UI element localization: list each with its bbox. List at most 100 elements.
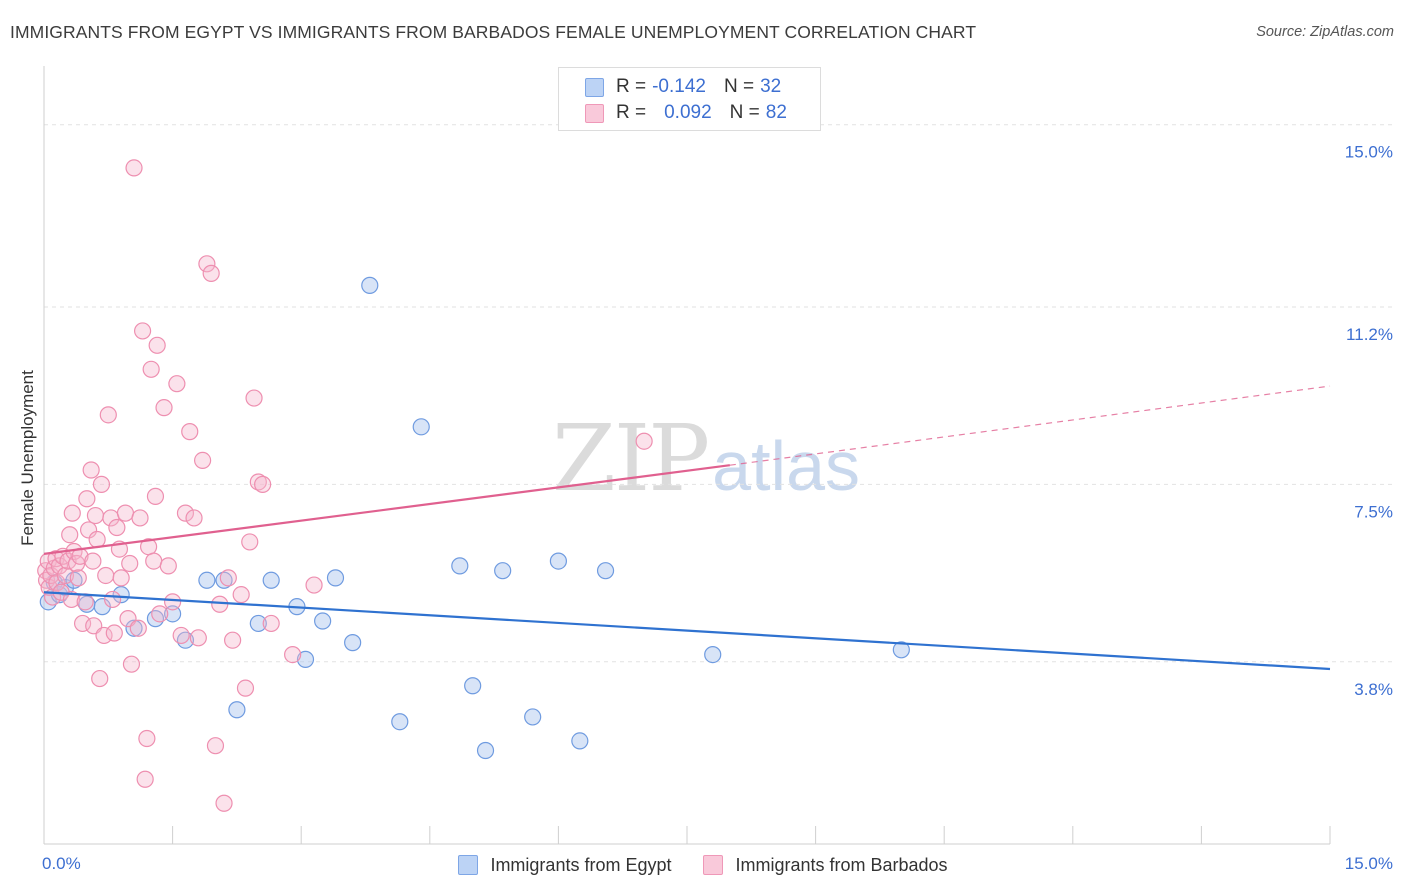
- barbados-point: [262, 614, 280, 633]
- barbados-point: [112, 569, 130, 587]
- egypt-point: [249, 614, 267, 633]
- barbados-swatch: [585, 103, 604, 123]
- barbados-point: [97, 566, 115, 585]
- egypt-point: [892, 641, 910, 659]
- barbados-point: [84, 552, 102, 570]
- egypt-point: [112, 586, 130, 604]
- barbados-point: [635, 432, 653, 450]
- egypt-point: [344, 634, 362, 652]
- egypt-point: [524, 708, 542, 726]
- barbados-point: [224, 631, 242, 649]
- chart-title: IMMIGRANTS FROM EGYPT VS IMMIGRANTS FROM…: [10, 22, 977, 42]
- watermark-zip: ZIP: [552, 405, 710, 512]
- axis-labels: 3.8% 7.5% 11.2% 15.0% 0.0% 15.0% Female Unempl…: [18, 143, 1393, 873]
- barbados-point: [129, 619, 147, 637]
- egypt-point: [198, 571, 216, 589]
- barbados-point: [142, 360, 160, 378]
- barbados-point: [103, 590, 122, 609]
- barbados-point: [168, 375, 186, 393]
- n-label: N =: [723, 76, 755, 97]
- n-label: N =: [729, 102, 760, 123]
- barbados-point: [78, 490, 96, 508]
- egypt-point: [464, 677, 482, 695]
- barbados-point: [148, 336, 166, 354]
- barbados-point: [181, 423, 199, 441]
- barbados-point: [189, 629, 207, 647]
- barbados-point: [69, 569, 87, 587]
- legend-item-egypt[interactable]: Immigrants from Egypt: [458, 855, 671, 876]
- egypt-point: [412, 418, 430, 436]
- r-label: R =: [616, 76, 647, 97]
- barbados-point: [185, 509, 203, 527]
- barbados-point: [138, 729, 156, 748]
- barbados-point: [76, 593, 94, 611]
- barbados-point: [136, 770, 154, 788]
- barbados-legend-label: Immigrants from Barbados: [735, 854, 948, 875]
- barbados-point: [176, 504, 195, 522]
- barbados-point: [62, 590, 81, 609]
- y-tick-label: 15.0%: [1345, 143, 1393, 162]
- egypt-point: [704, 645, 722, 664]
- barbados-point: [121, 554, 139, 573]
- y-tick-label: 7.5%: [1354, 502, 1393, 521]
- axes: [43, 66, 1331, 845]
- barbados-point: [56, 566, 75, 585]
- egypt-point: [571, 732, 589, 750]
- barbados-point: [73, 614, 92, 633]
- legend-row-egypt: R = -0.142 N = 32: [585, 75, 781, 99]
- egypt-point: [228, 701, 246, 719]
- barbados-point: [164, 593, 182, 611]
- barbados-point: [146, 487, 165, 505]
- barbados-point: [88, 530, 106, 549]
- y-tick-label: 3.8%: [1354, 680, 1393, 699]
- barbados-point: [92, 475, 111, 493]
- y-axis-title: Female Unemployment: [18, 370, 37, 546]
- barbados-point: [99, 406, 117, 424]
- barbados-point: [86, 506, 105, 525]
- egypt-legend-label: Immigrants from Egypt: [490, 854, 672, 875]
- barbados-point: [211, 595, 229, 613]
- barbados-point: [95, 626, 113, 645]
- barbados-point: [48, 574, 66, 592]
- egypt-point: [549, 552, 568, 570]
- barbados-point: [105, 624, 123, 642]
- egypt-point: [125, 619, 143, 637]
- barbados-point: [133, 322, 152, 340]
- grid-lines: [44, 124, 1394, 663]
- barbados-point: [159, 557, 177, 575]
- barbados-point: [241, 533, 259, 551]
- barbados-point: [219, 569, 237, 587]
- barbados-point: [172, 626, 190, 645]
- barbados-point: [122, 655, 141, 673]
- barbados-point: [151, 605, 169, 623]
- r-value-barbados: 0.092: [664, 102, 712, 123]
- barbados-point: [63, 504, 81, 522]
- barbados-point: [125, 159, 143, 177]
- barbados-point: [254, 475, 272, 493]
- egypt-point: [314, 612, 332, 630]
- watermark-atlas: atlas: [712, 427, 861, 505]
- egypt-point: [164, 605, 182, 623]
- egypt-point: [494, 562, 512, 580]
- barbados-point: [245, 389, 263, 407]
- egypt-point: [596, 562, 615, 580]
- y-tick-label: 11.2%: [1346, 325, 1393, 344]
- barbados-point: [116, 504, 135, 522]
- barbados-point: [194, 451, 212, 469]
- egypt-series: [39, 276, 910, 760]
- barbados-point: [215, 794, 233, 812]
- correlation-legend: R = -0.142 N = 32 R = 0.092 N = 82: [558, 67, 821, 131]
- legend-row-barbados: R = 0.092 N = 82: [585, 101, 787, 125]
- source-label: Source: ZipAtlas.com: [1256, 24, 1394, 40]
- egypt-trend-line: [43, 591, 1331, 671]
- barbados-point: [91, 669, 109, 688]
- barbados-trend-line: [43, 464, 731, 555]
- barbados-point: [79, 521, 98, 539]
- legend-item-barbados[interactable]: Immigrants from Barbados: [703, 854, 948, 876]
- egypt-legend-swatch: [458, 855, 479, 875]
- barbados-point: [236, 679, 255, 697]
- watermark: ZIPatlas: [552, 405, 860, 512]
- egypt-swatch: [585, 77, 604, 97]
- barbados-point: [202, 264, 220, 282]
